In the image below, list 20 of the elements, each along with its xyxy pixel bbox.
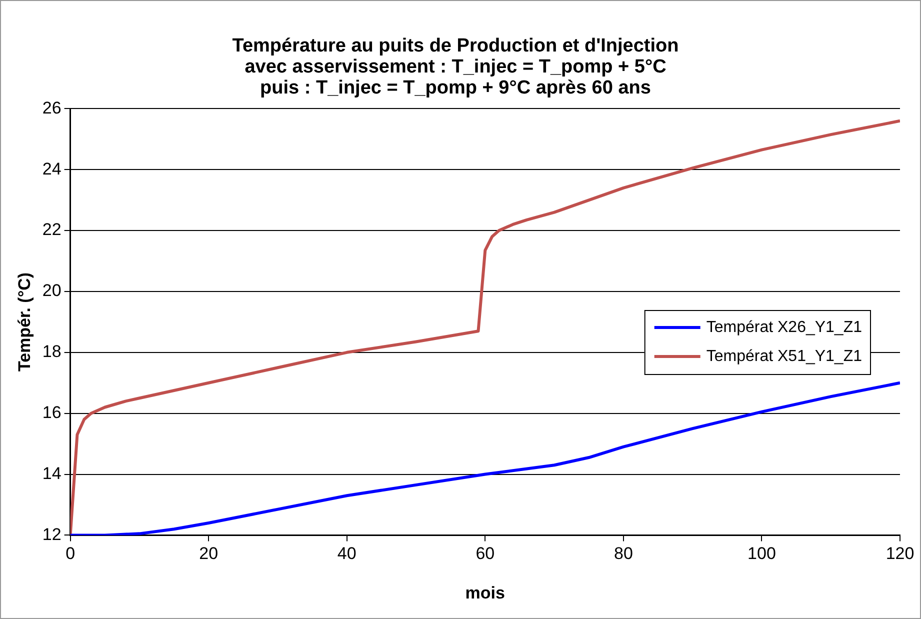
x-tick-label: 0 bbox=[66, 544, 76, 564]
legend-label: Températ X26_Y1_Z1 bbox=[706, 318, 862, 336]
y-tick-label: 14 bbox=[42, 464, 62, 483]
x-tick-label: 60 bbox=[476, 544, 495, 564]
x-axis-title: mois bbox=[465, 583, 505, 602]
y-tick-label: 24 bbox=[42, 159, 62, 178]
y-tick-label: 20 bbox=[42, 281, 62, 300]
y-tick-label: 26 bbox=[42, 98, 62, 118]
x-tick-label: 40 bbox=[337, 544, 356, 564]
x-tick-label: 80 bbox=[614, 544, 633, 564]
chart-title: Température au puits de Production et d'Injection avec asservissement : T_injec = T_pomp + 5°C puis : T_injec = T_pomp + 9°C après 60 ans bbox=[232, 36, 679, 98]
y-axis-title: Tempér. (°C) bbox=[14, 272, 34, 372]
y-tick-label: 16 bbox=[42, 403, 62, 422]
y-tick-label: 18 bbox=[42, 342, 62, 362]
y-tick-label: 22 bbox=[42, 220, 62, 240]
x-tick-label: 20 bbox=[199, 544, 218, 564]
legend-label: Températ X51_Y1_Z1 bbox=[706, 348, 862, 365]
y-tick-label: 12 bbox=[42, 524, 62, 544]
x-tick-label: 100 bbox=[748, 544, 776, 564]
x-tick-label: 120 bbox=[886, 544, 914, 564]
